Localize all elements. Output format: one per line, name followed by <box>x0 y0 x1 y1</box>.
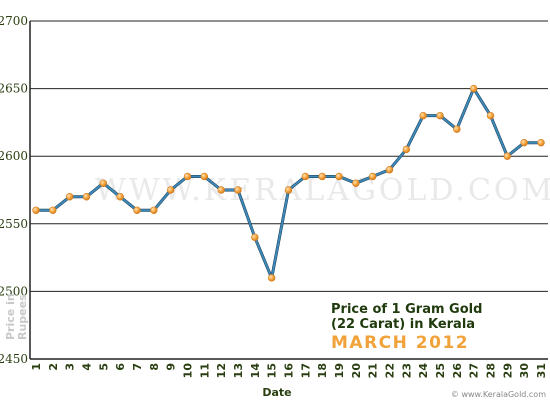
data-point <box>99 179 108 187</box>
footer-credit: © www.KeralaGold.com <box>451 390 546 399</box>
x-tick-label: 22 <box>384 363 397 378</box>
data-point <box>537 138 545 147</box>
x-tick-label: 29 <box>501 363 514 378</box>
x-tick-label: 6 <box>114 363 127 371</box>
data-point <box>301 172 310 181</box>
data-point <box>284 186 293 194</box>
x-tick-label: 21 <box>367 363 380 378</box>
data-point <box>200 172 209 181</box>
data-point <box>385 166 394 174</box>
chart-title-line-1: Price of 1 Gram Gold <box>331 302 482 317</box>
y-tick-label: 2450 <box>0 352 28 366</box>
x-tick-label: 5 <box>97 363 110 371</box>
x-tick-label: 4 <box>81 363 94 371</box>
x-tick-label: 9 <box>165 363 178 371</box>
y-axis-label-line-1: Price in <box>4 293 17 340</box>
x-tick-label: 1 <box>30 363 43 371</box>
x-tick-label: 14 <box>249 363 262 379</box>
data-point <box>486 111 495 120</box>
data-point <box>133 206 141 214</box>
data-point <box>82 193 91 201</box>
data-point <box>234 186 242 194</box>
data-points <box>32 84 545 282</box>
x-tick-label: 13 <box>232 363 245 378</box>
x-tick-label: 10 <box>182 363 195 379</box>
data-point <box>49 206 57 214</box>
x-tick-label: 19 <box>333 363 346 378</box>
chart-title-line-2: (22 Carat) in Kerala <box>331 317 475 332</box>
chart-subtitle: MARCH 2012 <box>331 333 469 353</box>
x-tick-label: 28 <box>485 363 498 378</box>
x-tick-label: 25 <box>434 363 447 378</box>
x-tick-label: 31 <box>535 363 548 378</box>
y-tick-label: 2700 <box>0 14 28 28</box>
y-axis-label: Price in Rupees <box>4 293 29 340</box>
data-point <box>453 125 461 133</box>
data-point <box>318 172 326 181</box>
data-point <box>335 172 343 181</box>
x-tick-labels: 1 2 3 4 5 6 7 8 9 10 11 12 13 14 15 16 17 18 19 20 21 22 23 24 2… <box>30 363 548 379</box>
data-point <box>32 206 40 214</box>
data-point <box>503 152 512 160</box>
data-point <box>267 274 276 282</box>
data-point <box>65 193 74 201</box>
y-tick-labels: 2450 2500 2550 2600 2650 2700 <box>0 14 28 366</box>
x-tick-label: 17 <box>299 363 312 378</box>
data-point <box>217 186 225 194</box>
x-tick-label: 24 <box>417 363 430 379</box>
data-point <box>116 193 124 201</box>
x-tick-label: 11 <box>198 363 211 378</box>
x-tick-label: 2 <box>47 363 60 371</box>
data-point <box>166 186 175 194</box>
data-point <box>251 233 259 242</box>
x-tick-label: 7 <box>131 363 144 371</box>
x-tick-label: 3 <box>64 363 77 371</box>
x-tick-label: 20 <box>350 363 363 379</box>
x-axis-label: Date <box>262 386 291 399</box>
data-point <box>402 145 411 154</box>
x-tick-label: 18 <box>316 363 329 378</box>
y-tick-label: 2500 <box>0 284 28 298</box>
data-point <box>469 84 478 93</box>
data-point <box>368 172 377 181</box>
y-tick-label: 2600 <box>0 149 28 163</box>
x-tick-label: 23 <box>400 363 413 378</box>
x-tick-label: 30 <box>518 363 531 379</box>
y-tick-label: 2650 <box>0 82 28 96</box>
data-point <box>352 179 360 187</box>
x-tick-label: 16 <box>283 363 296 379</box>
data-point <box>419 111 427 120</box>
data-point <box>520 138 528 147</box>
data-point <box>436 111 444 120</box>
x-tick-label: 15 <box>266 363 279 378</box>
data-point <box>183 172 192 181</box>
x-tick-label: 8 <box>148 363 161 371</box>
x-tick-label: 12 <box>215 363 228 378</box>
data-point <box>150 206 158 214</box>
x-tick-label: 27 <box>468 363 481 378</box>
x-tick-label: 26 <box>451 363 464 379</box>
y-axis-label-line-2: Rupees <box>16 294 29 340</box>
y-tick-label: 2550 <box>0 217 28 231</box>
